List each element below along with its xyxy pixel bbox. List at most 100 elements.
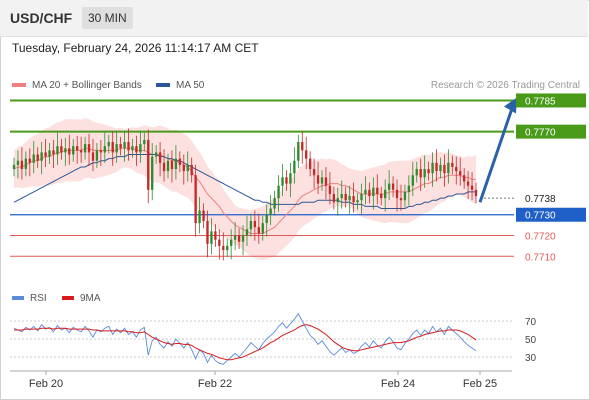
- candle-body: [459, 171, 462, 176]
- candle: [111, 131, 114, 166]
- candle-body: [154, 152, 158, 157]
- ma20-label: MA 20 + Bollinger Bands: [32, 80, 142, 91]
- candle: [344, 186, 347, 208]
- candle: [435, 149, 438, 182]
- level-label-0.7770: 0.7770: [525, 128, 556, 139]
- candle-body: [131, 146, 134, 151]
- legend-rsi: RSI: [12, 293, 47, 304]
- candle: [214, 224, 217, 247]
- candle-body: [44, 152, 47, 157]
- candle: [249, 213, 253, 237]
- candle-body: [411, 175, 414, 186]
- candle: [36, 147, 39, 168]
- candle-body: [281, 177, 284, 186]
- candle: [423, 155, 426, 188]
- projection-arrow-shaft: [478, 107, 514, 203]
- rsi-swatch: [12, 296, 24, 301]
- candle: [419, 158, 422, 191]
- candlesticks: [12, 128, 478, 261]
- candle: [40, 142, 43, 175]
- candle: [241, 225, 245, 256]
- candle-body: [455, 166, 458, 172]
- candle: [218, 229, 221, 260]
- candle: [387, 170, 391, 201]
- candle: [403, 184, 407, 208]
- chart-header: USD/CHF 30 MIN: [0, 0, 588, 37]
- candle: [170, 150, 174, 183]
- timestamp: Tuesday, February 24, 2026 11:14:17 AM C…: [12, 41, 259, 55]
- x-axis: Feb 20 Feb 22 Feb 24 Feb 25: [10, 370, 512, 390]
- candle: [312, 158, 316, 189]
- candle: [261, 215, 264, 241]
- candle: [52, 139, 55, 168]
- candle: [316, 161, 320, 194]
- candle-body: [395, 189, 399, 199]
- rsi-tick-label: 30: [525, 353, 537, 364]
- candle-body: [265, 214, 268, 224]
- candle-body: [435, 162, 438, 172]
- bollinger-band: [14, 118, 476, 261]
- candle: [348, 185, 351, 214]
- candle: [182, 154, 185, 185]
- candle-body: [415, 169, 418, 176]
- candle-body: [182, 164, 185, 172]
- candle-body: [127, 142, 130, 151]
- candle: [368, 182, 371, 204]
- candle: [431, 152, 434, 187]
- rsi-panel: 70 50 30: [10, 312, 537, 365]
- candle: [352, 182, 355, 213]
- candle: [119, 136, 122, 156]
- candle: [60, 138, 63, 160]
- candle-body: [186, 164, 189, 172]
- last-price-label: 0.7738: [525, 194, 556, 205]
- moving-averages: [13, 147, 476, 234]
- candle-body: [218, 239, 221, 246]
- candle-body: [210, 231, 213, 244]
- candle: [360, 183, 363, 214]
- candle: [269, 195, 272, 226]
- candle-body: [399, 198, 403, 201]
- candle: [99, 139, 103, 166]
- candle: [297, 134, 300, 168]
- candle: [474, 182, 478, 204]
- candle-body: [336, 198, 339, 203]
- candle-body: [245, 229, 249, 236]
- candle-body: [328, 185, 332, 194]
- candle-body: [308, 158, 312, 170]
- candle: [83, 136, 87, 160]
- candle-body: [312, 169, 316, 176]
- legend-ma50: MA 50: [156, 80, 204, 91]
- candle-body: [32, 154, 35, 163]
- last-price-box: [516, 191, 586, 206]
- candle-body: [151, 156, 154, 190]
- candle-body: [115, 144, 118, 153]
- candle-body: [364, 189, 367, 194]
- candle: [380, 186, 383, 206]
- candle-body: [474, 189, 478, 197]
- candle: [158, 142, 162, 177]
- candle-body: [316, 175, 320, 184]
- timeframe-button[interactable]: 30 MIN: [82, 7, 133, 29]
- candle: [384, 179, 387, 212]
- candle-body: [139, 144, 142, 153]
- candle-body: [48, 150, 51, 157]
- rsi-9ma-line: [14, 324, 477, 361]
- candle: [135, 135, 138, 166]
- candle: [407, 175, 411, 206]
- candle: [466, 171, 470, 200]
- candle-body: [147, 139, 150, 190]
- candle-body: [391, 183, 395, 190]
- candle: [210, 217, 213, 255]
- candle: [139, 130, 142, 163]
- candle: [470, 172, 474, 201]
- candle: [154, 145, 158, 164]
- candle-body: [340, 193, 343, 199]
- candle: [277, 175, 280, 212]
- candle-body: [305, 150, 308, 159]
- level-labels: 0.7785 0.7770 0.7738 0.7730 0.7720 0.7710: [516, 93, 586, 263]
- candle: [151, 143, 154, 201]
- candle-body: [387, 183, 391, 190]
- candle-body: [466, 181, 470, 186]
- candle-body: [60, 146, 63, 153]
- candle-body: [253, 220, 257, 228]
